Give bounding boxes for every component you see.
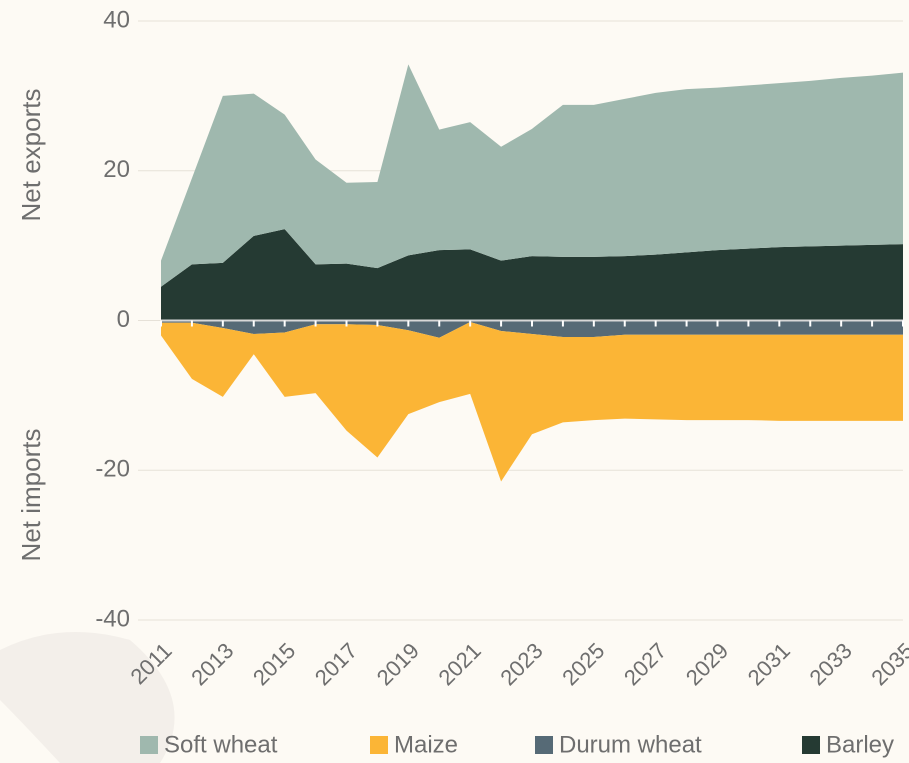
- legend-swatch: [370, 736, 388, 754]
- legend-swatch: [802, 736, 820, 754]
- legend-label: Soft wheat: [164, 731, 278, 758]
- x-tick-label: 2023: [495, 638, 547, 690]
- x-tick-label: 2035: [866, 638, 909, 690]
- x-tick-label: 2021: [434, 638, 486, 690]
- chart: Net exports Net imports -40-200204020112…: [0, 0, 909, 763]
- y-axis-label: Net exports: [16, 89, 46, 222]
- y-tick-label: 40: [103, 6, 130, 33]
- legend-swatch: [140, 736, 158, 754]
- x-tick-label: 2017: [310, 638, 362, 690]
- x-tick-label: 2013: [186, 638, 238, 690]
- x-tick-label: 2019: [372, 638, 424, 690]
- y-tick-label: -40: [95, 605, 130, 632]
- y-tick-label: 0: [117, 306, 130, 333]
- x-tick-label: 2029: [681, 638, 733, 690]
- y-tick-label: 20: [103, 156, 130, 183]
- legend-label: Durum wheat: [559, 731, 702, 758]
- x-tick-label: 2015: [248, 638, 300, 690]
- legend-label: Maize: [394, 731, 458, 758]
- x-tick-label: 2025: [557, 638, 609, 690]
- x-tick-label: 2031: [743, 638, 795, 690]
- area: [161, 322, 903, 481]
- x-tick-label: 2027: [619, 638, 671, 690]
- x-tick-label: 2033: [805, 638, 857, 690]
- legend-label: Barley: [826, 731, 894, 758]
- y-tick-label: -20: [95, 456, 130, 483]
- y-axis-label: Net imports: [16, 429, 46, 562]
- legend-swatch: [535, 736, 553, 754]
